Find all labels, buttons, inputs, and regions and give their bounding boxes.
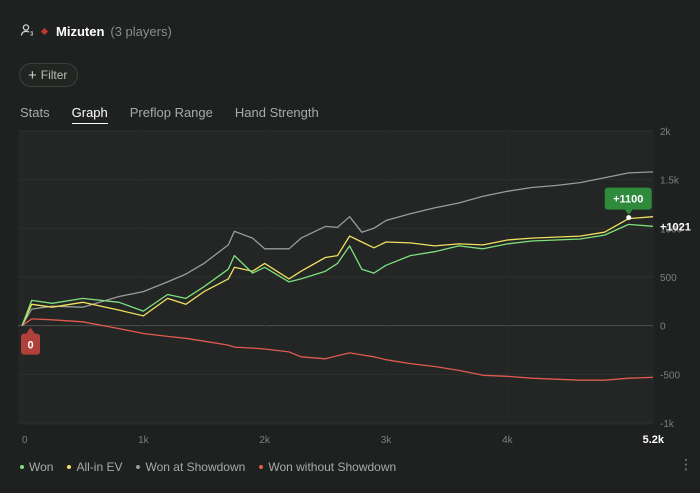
x-tick-label: 3k bbox=[381, 435, 393, 446]
x-tick-label: 1k bbox=[138, 435, 150, 446]
y-tick-label: -1k bbox=[660, 419, 675, 430]
legend-dot bbox=[67, 465, 72, 469]
series-line-won-without-showdown bbox=[21, 318, 654, 381]
legend-item-won-without-showdown[interactable]: Won without Showdown bbox=[259, 460, 396, 474]
tab-graph[interactable]: Graph bbox=[71, 105, 108, 124]
series-line-all-in-ev bbox=[21, 216, 654, 326]
series-line-won-at-showdown bbox=[21, 171, 654, 327]
y-tick-label: 2k bbox=[660, 127, 672, 138]
more-options-icon[interactable]: ⋮ bbox=[679, 456, 693, 472]
start-marker bbox=[21, 333, 40, 355]
player-name: Mizuten bbox=[56, 23, 105, 39]
value-point bbox=[626, 215, 632, 221]
value-badge-label: +1100 bbox=[613, 194, 643, 206]
x-tick-label: 2k bbox=[259, 435, 271, 446]
header: Mizuten (3 players) bbox=[20, 22, 172, 40]
series-line-won bbox=[21, 223, 654, 326]
y-tick-label: -500 bbox=[660, 370, 680, 381]
user-settings-icon[interactable] bbox=[20, 23, 34, 40]
legend-label: All-in EV bbox=[76, 460, 123, 474]
legend-label: Won at Showdown bbox=[145, 460, 246, 474]
legend-item-all-in-ev[interactable]: All-in EV bbox=[67, 460, 122, 474]
start-marker-label: 0 bbox=[27, 340, 33, 352]
legend-dot bbox=[136, 465, 141, 469]
legend-item-won-at-showdown[interactable]: Won at Showdown bbox=[136, 460, 245, 474]
legend-dot bbox=[20, 465, 24, 469]
end-value-label: +1021 bbox=[660, 221, 691, 233]
start-marker-pointer bbox=[26, 327, 35, 334]
legend-item-won[interactable]: Won bbox=[20, 460, 53, 474]
value-badge bbox=[604, 187, 652, 210]
tab-bar: Stats Graph Preflop Range Hand Strength bbox=[20, 105, 319, 124]
player-count: (3 players) bbox=[110, 23, 172, 39]
value-badge-pointer bbox=[624, 209, 633, 215]
x-tick-label: 4k bbox=[502, 435, 514, 446]
x-tick-label: 5.2k bbox=[643, 434, 665, 446]
legend-label: Won bbox=[29, 460, 54, 474]
tab-stats[interactable]: Stats bbox=[20, 105, 50, 120]
legend: Won All-in EV Won at Showdown Won withou… bbox=[20, 460, 396, 474]
legend-label: Won without Showdown bbox=[268, 460, 397, 474]
y-tick-label: 1.5k bbox=[660, 176, 680, 187]
tab-hand-strength[interactable]: Hand Strength bbox=[234, 105, 319, 120]
tab-preflop-range[interactable]: Preflop Range bbox=[129, 105, 213, 120]
y-tick-label: 0 bbox=[660, 322, 666, 333]
y-tick-label: 500 bbox=[660, 273, 677, 284]
y-tick-label: 1000 bbox=[660, 224, 683, 235]
legend-dot bbox=[259, 465, 264, 469]
filter-label: Filter bbox=[40, 68, 68, 82]
plus-icon: + bbox=[28, 66, 37, 84]
x-tick-label: 0 bbox=[22, 435, 28, 446]
filter-button[interactable]: + Filter bbox=[19, 63, 79, 87]
